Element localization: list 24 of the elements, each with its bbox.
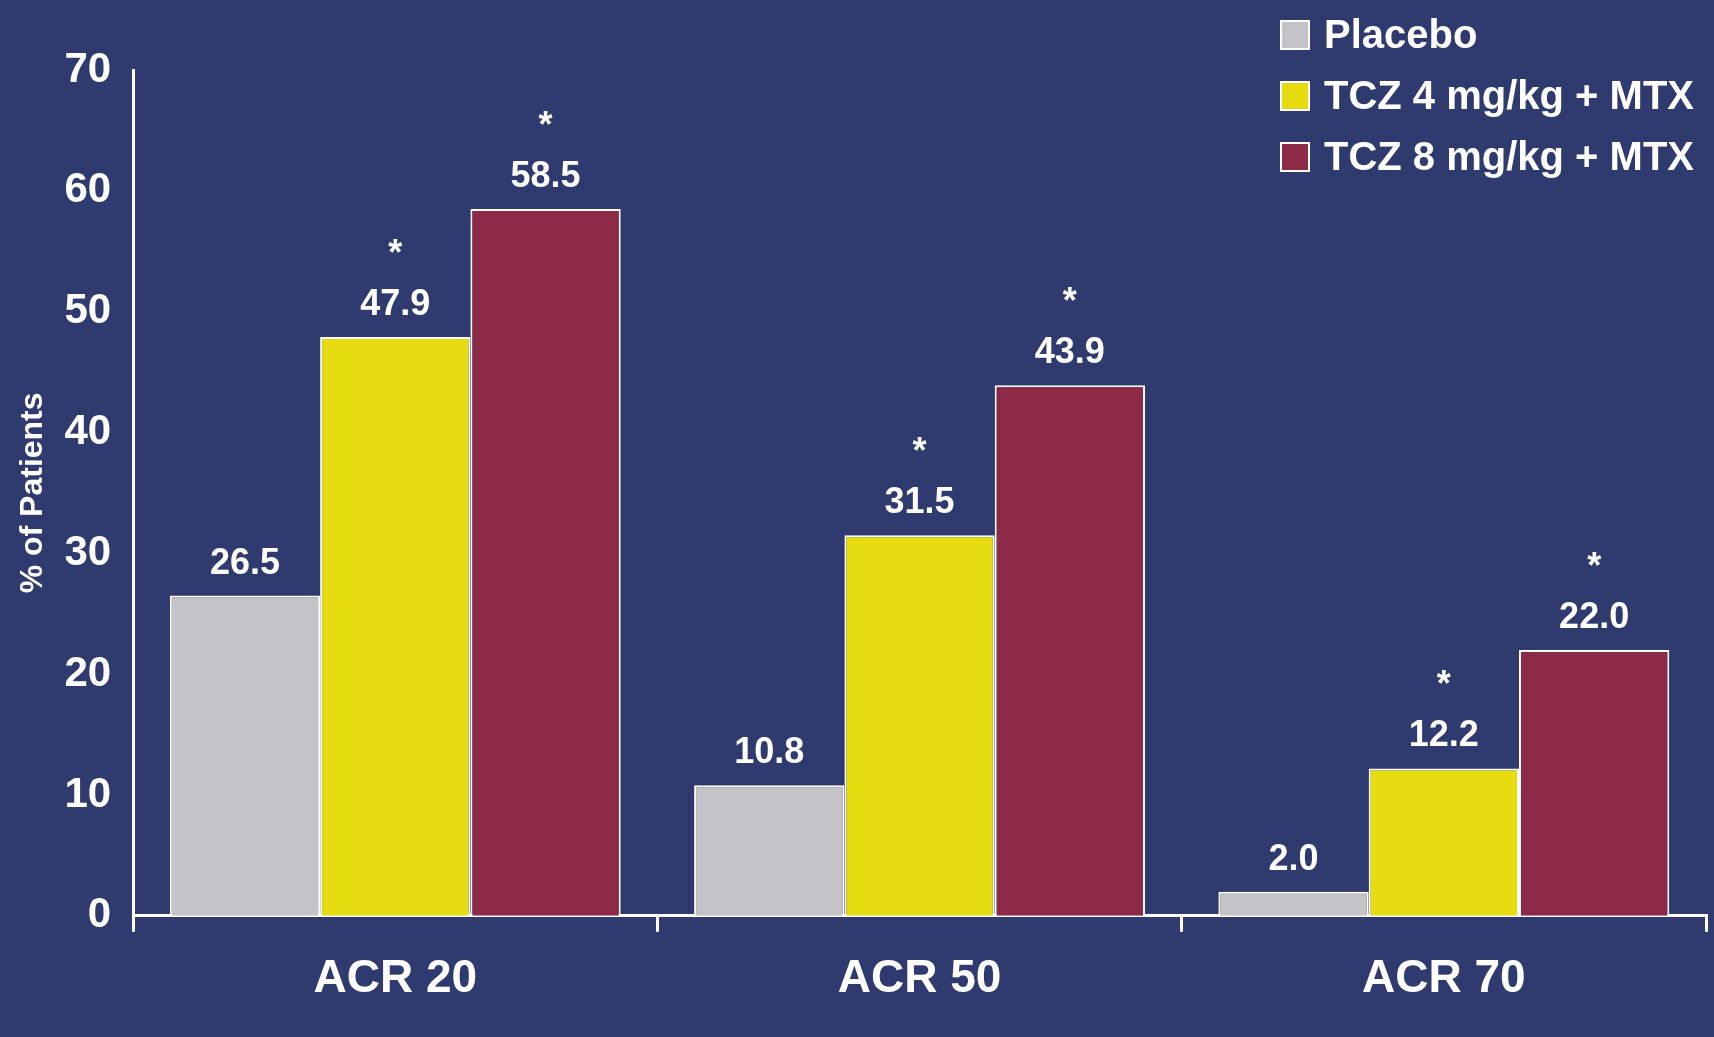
- y-tick-label: 10: [64, 768, 112, 816]
- x-tick-label: ACR 20: [313, 950, 478, 1003]
- y-tick-label: 60: [64, 164, 112, 212]
- data-label: * 31.5: [884, 430, 955, 522]
- data-label: 10.8: [734, 730, 805, 772]
- x-tick-label: ACR 70: [1362, 950, 1526, 1003]
- data-label: * 47.9: [360, 231, 431, 323]
- x-tick-label: ACR 50: [837, 950, 1002, 1003]
- data-label: 26.5: [209, 540, 281, 582]
- data-label: * 58.5: [510, 103, 581, 195]
- y-tick-label: 40: [64, 406, 112, 454]
- y-tick-label: 0: [87, 889, 112, 937]
- y-tick-label: 20: [64, 647, 112, 695]
- data-label: 2.0: [1268, 836, 1319, 878]
- y-tick-label: 70: [64, 43, 112, 91]
- legend-label: Placebo: [1323, 12, 1478, 57]
- data-label: * 12.2: [1408, 663, 1479, 755]
- legend-label: TCZ 8 mg/kg + MTX: [1323, 134, 1694, 179]
- y-tick-label: 30: [64, 526, 112, 574]
- legend-label: TCZ 4 mg/kg + MTX: [1323, 73, 1694, 118]
- y-axis-title: % of Patients: [13, 392, 50, 594]
- data-label: * 43.9: [1034, 280, 1105, 372]
- data-label: * 22.0: [1559, 544, 1630, 636]
- y-tick-label: 50: [64, 285, 112, 333]
